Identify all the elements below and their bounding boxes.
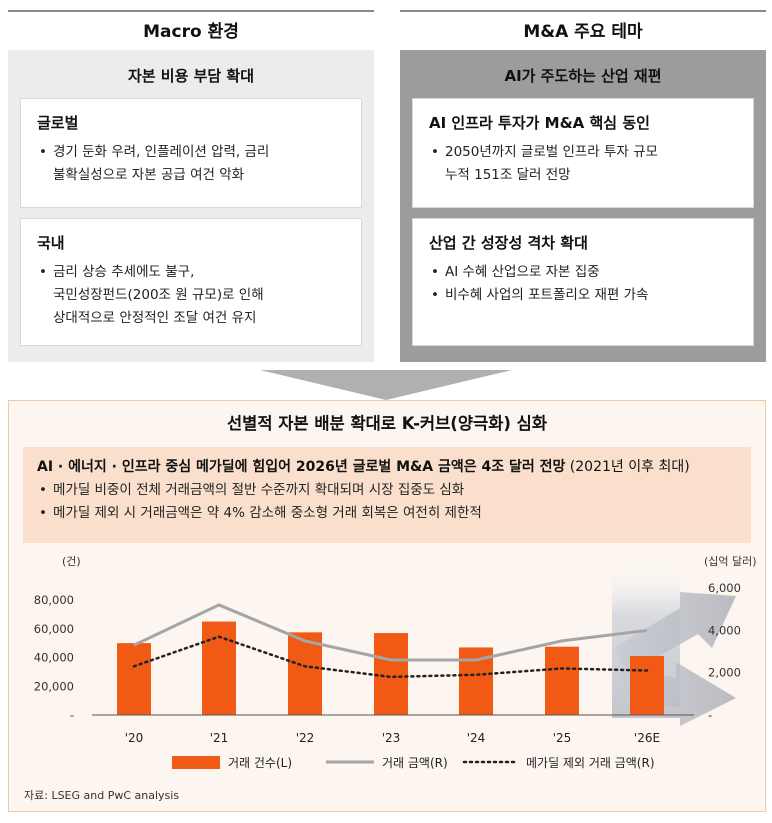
source-note: 자료: LSEG and PwC analysis <box>24 789 180 802</box>
bar-deal-count <box>630 656 664 715</box>
bar-deal-count <box>545 646 579 715</box>
ai-infra-card: AI 인프라 투자가 M&A 핵심 동인 2050년까지 글로벌 인프라 투자 … <box>412 98 754 208</box>
x-axis-tick: '24 <box>467 731 486 745</box>
x-axis-tick: '23 <box>382 731 401 745</box>
growth-gap-bullet-2: 비수혜 사업의 포트폴리오 재편 가속 <box>429 284 737 307</box>
forecast-bullet-1: 메가딜 비중이 전체 거래금액의 절반 수준까지 확대되며 시장 집중도 심화 <box>37 479 737 502</box>
left-axis-tick: 20,000 <box>34 679 74 693</box>
x-axis-tick: '25 <box>553 731 572 745</box>
bar-deal-count <box>374 633 408 715</box>
right-axis-unit: (십억 달러) <box>704 555 757 568</box>
down-arrow <box>260 370 512 400</box>
legend-label-deal-value: 거래 금액(R) <box>382 756 448 770</box>
legend-label-ex-megadeal: 메가딜 제외 거래 금액(R) <box>526 756 655 770</box>
legend-swatch-deal-count <box>172 756 220 769</box>
global-card-title: 글로벌 <box>37 114 79 132</box>
k-curve-up-arrow <box>614 592 736 674</box>
domestic-card-title: 국내 <box>37 234 65 252</box>
ma-chart: (건) 80,000 60,000 40,000 20,000 - (십억 달러) 6,000… <box>34 555 757 770</box>
macro-subheading: 자본 비용 부담 확대 <box>127 67 255 85</box>
legend-label-deal-count: 거래 건수(L) <box>228 756 292 770</box>
forecast-highlight: AI · 에너지 · 인프라 중심 메가딜에 힘입어 2026년 글로벌 M&A… <box>23 447 751 543</box>
left-axis-tick: 40,000 <box>34 651 74 665</box>
macro-heading: Macro 환경 <box>8 10 374 50</box>
line-value-ex-megadeal <box>132 635 649 679</box>
line-deal-value <box>133 603 648 662</box>
domestic-card: 국내 금리 상승 추세에도 불구,국민성장펀드(200조 원 규모)로 인해상대… <box>20 218 362 346</box>
growth-gap-card-title: 산업 간 성장성 격차 확대 <box>429 234 588 252</box>
right-axis-tick: 2,000 <box>708 666 741 680</box>
bar-deal-count <box>288 632 322 715</box>
growth-gap-bullet-1: AI 수혜 산업으로 자본 집중 <box>429 261 737 284</box>
x-axis-tick: '21 <box>210 731 229 745</box>
left-axis-tick: - <box>70 708 74 722</box>
left-axis-tick: 80,000 <box>34 593 74 607</box>
x-axis-tick: '22 <box>296 731 315 745</box>
forecast-bullet-2: 메가딜 제외 시 거래금액은 약 4% 감소해 중소형 거래 회복은 여전히 제… <box>37 502 737 525</box>
macro-panel: 자본 비용 부담 확대 글로벌 경기 둔화 우려, 인플레이션 압력, 금리불확… <box>8 50 374 362</box>
ma-theme-panel: AI가 주도하는 산업 재편 AI 인프라 투자가 M&A 핵심 동인 2050… <box>400 50 766 362</box>
ma-theme-heading: M&A 주요 테마 <box>400 10 766 50</box>
growth-gap-card: 산업 간 성장성 격차 확대 AI 수혜 산업으로 자본 집중 비수혜 사업의 … <box>412 218 754 346</box>
ma-theme-subheading: AI가 주도하는 산업 재편 <box>504 67 662 85</box>
right-axis-tick: - <box>708 708 712 722</box>
right-axis-tick: 6,000 <box>708 581 741 595</box>
domestic-bullet: 금리 상승 추세에도 불구,국민성장펀드(200조 원 규모)로 인해상대적으로… <box>37 261 345 330</box>
ai-infra-card-title: AI 인프라 투자가 M&A 핵심 동인 <box>429 114 650 132</box>
left-axis-unit: (건) <box>62 555 81 568</box>
left-axis-tick: 60,000 <box>34 622 74 636</box>
bar-deal-count <box>117 643 151 715</box>
forecast-headline: AI · 에너지 · 인프라 중심 메가딜에 힘입어 2026년 글로벌 M&A… <box>37 459 690 475</box>
k-curve-title: 선별적 자본 배분 확대로 K-커브(양극화) 심화 <box>226 414 548 433</box>
x-axis-tick: '20 <box>125 731 144 745</box>
x-axis-tick: '26E <box>634 731 660 745</box>
right-axis-tick: 4,000 <box>708 623 741 637</box>
